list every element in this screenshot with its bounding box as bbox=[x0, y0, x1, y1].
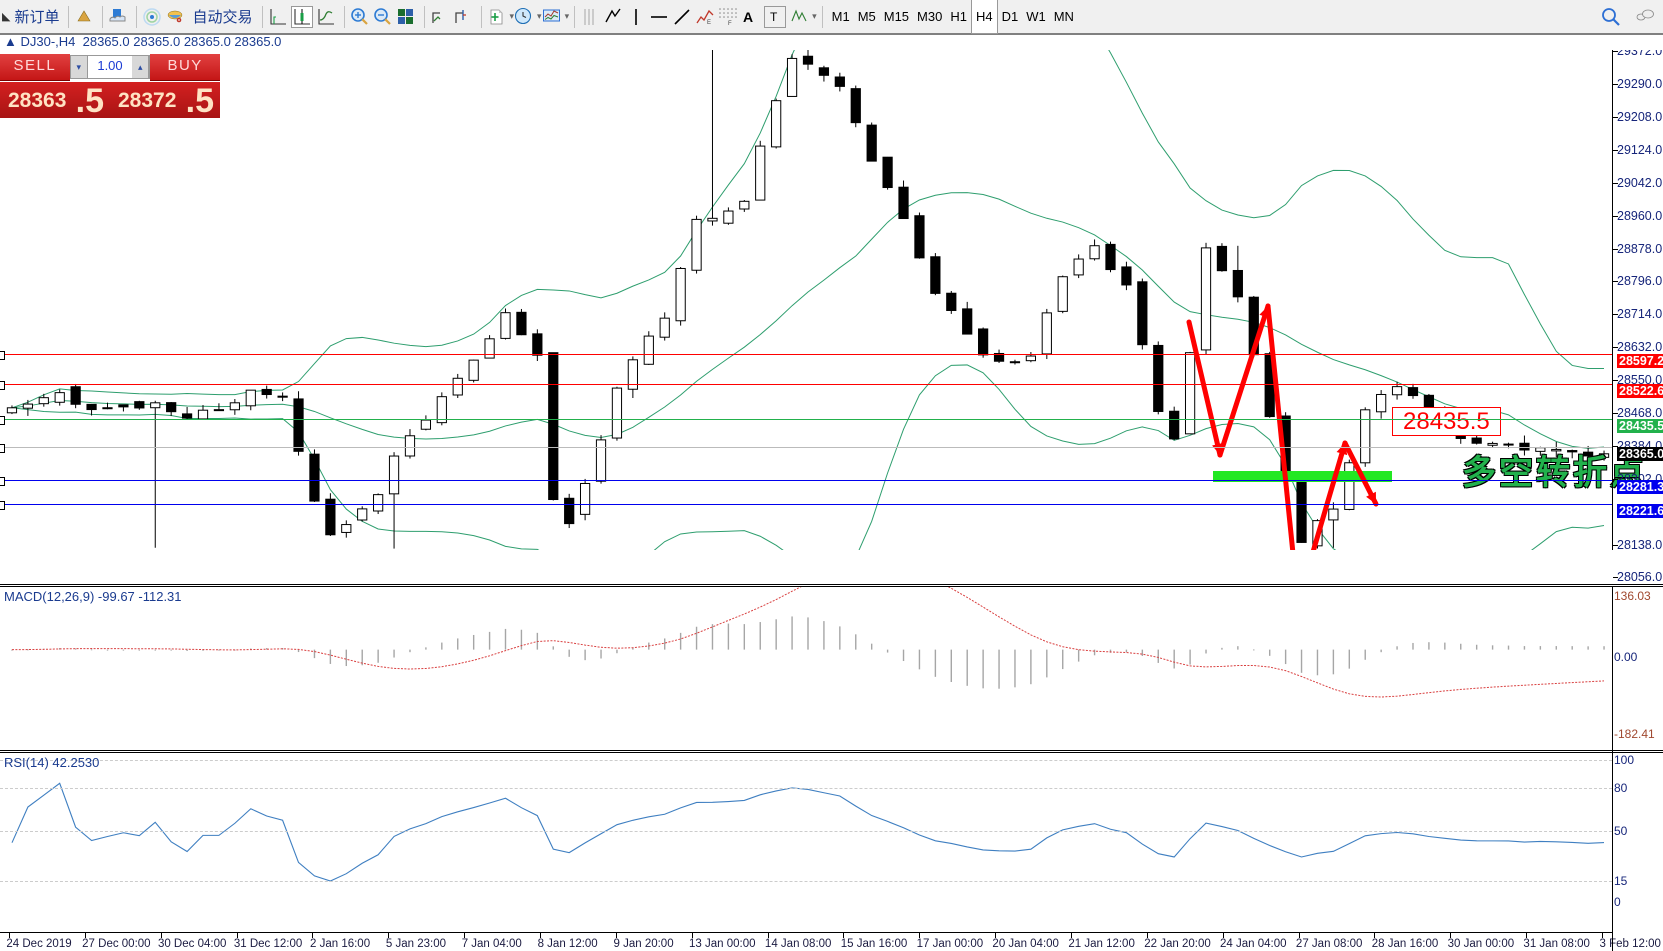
svg-text:E: E bbox=[707, 20, 711, 26]
svg-text:A: A bbox=[743, 9, 753, 25]
svg-text:T: T bbox=[770, 10, 778, 24]
svg-text:F: F bbox=[728, 21, 732, 27]
